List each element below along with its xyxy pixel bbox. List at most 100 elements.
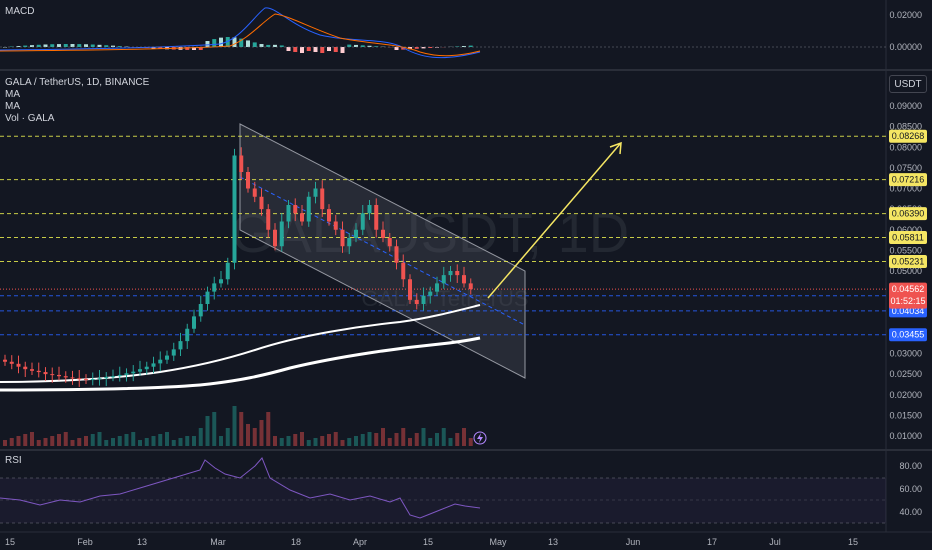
- candle-body[interactable]: [286, 205, 291, 222]
- level-badge[interactable]: [889, 254, 927, 268]
- candle-body[interactable]: [273, 229, 277, 247]
- candle-body[interactable]: [374, 205, 379, 230]
- candle-body[interactable]: [455, 271, 460, 276]
- candle-body[interactable]: [468, 283, 473, 290]
- candle-body[interactable]: [185, 328, 190, 342]
- candle-body[interactable]: [462, 275, 466, 284]
- candle-body[interactable]: [23, 366, 28, 370]
- macd-histogram-bar: [279, 45, 284, 47]
- candle-body[interactable]: [30, 369, 34, 371]
- candle-body[interactable]: [36, 370, 41, 373]
- candle-body[interactable]: [158, 359, 163, 364]
- level-badge[interactable]: [889, 173, 927, 187]
- candle-body[interactable]: [171, 349, 176, 356]
- candle-body[interactable]: [232, 155, 237, 263]
- projection-arrow-line[interactable]: [487, 143, 621, 299]
- legend-ma-2[interactable]: MA: [5, 101, 20, 112]
- candle-body[interactable]: [381, 229, 385, 238]
- candle-body[interactable]: [421, 295, 426, 304]
- candle-body[interactable]: [306, 196, 311, 222]
- candle-body[interactable]: [239, 155, 244, 173]
- macd-line[interactable]: [0, 7, 481, 59]
- candle-body[interactable]: [448, 271, 453, 276]
- candle-body[interactable]: [333, 221, 338, 230]
- candle-body[interactable]: [414, 299, 419, 304]
- volume-bar: [448, 438, 453, 446]
- candle-body[interactable]: [124, 373, 129, 375]
- candle-body[interactable]: [165, 355, 169, 360]
- candle-body[interactable]: [205, 291, 210, 304]
- candle-body[interactable]: [428, 291, 433, 296]
- candle-body[interactable]: [219, 279, 223, 284]
- level-badge[interactable]: [889, 129, 927, 143]
- candle-body[interactable]: [138, 369, 142, 372]
- candle-body[interactable]: [387, 238, 392, 247]
- candle-body[interactable]: [225, 262, 230, 280]
- candle-body[interactable]: [192, 316, 196, 329]
- candle-body[interactable]: [178, 341, 183, 350]
- candle-body[interactable]: [198, 304, 203, 317]
- candle-body[interactable]: [57, 374, 61, 377]
- candle-body[interactable]: [70, 377, 75, 379]
- candle-body[interactable]: [327, 209, 331, 222]
- candle-body[interactable]: [313, 188, 318, 197]
- level-badge[interactable]: [889, 231, 927, 245]
- events-lightning-icon[interactable]: [473, 431, 487, 445]
- volume-bar: [381, 428, 385, 446]
- macd-histogram-bar: [259, 44, 264, 47]
- macd-pane-title: MACD: [5, 6, 35, 17]
- candle-body[interactable]: [266, 209, 271, 230]
- candle-body[interactable]: [104, 377, 109, 379]
- macd-histogram-bar: [97, 44, 102, 47]
- candle-body[interactable]: [90, 379, 95, 381]
- level-badge[interactable]: [889, 207, 927, 221]
- candle-body[interactable]: [97, 378, 102, 380]
- candle-body[interactable]: [131, 371, 136, 374]
- candle-body[interactable]: [293, 205, 298, 214]
- candle-body[interactable]: [50, 374, 55, 376]
- candle-body[interactable]: [347, 238, 352, 247]
- candle-body[interactable]: [401, 262, 406, 280]
- legend-volume[interactable]: Vol · GALA: [5, 113, 55, 124]
- candle-body[interactable]: [354, 229, 358, 238]
- candle-body[interactable]: [16, 363, 21, 367]
- volume-bar: [232, 406, 237, 446]
- legend-ma-1[interactable]: MA: [5, 89, 20, 100]
- candle-body[interactable]: [111, 376, 115, 378]
- currency-button[interactable]: USDT: [889, 75, 927, 93]
- candle-body[interactable]: [259, 196, 264, 210]
- level-badge[interactable]: [889, 328, 927, 342]
- candle-body[interactable]: [360, 213, 365, 230]
- candle-body[interactable]: [394, 246, 399, 263]
- current-price-badge[interactable]: [889, 282, 927, 309]
- candle-body[interactable]: [9, 361, 14, 364]
- candle-body[interactable]: [320, 188, 325, 210]
- time-tick-label: 13: [137, 537, 147, 547]
- candle-body[interactable]: [144, 366, 149, 370]
- candle-body[interactable]: [279, 221, 284, 247]
- candle-body[interactable]: [212, 283, 217, 292]
- candle-body[interactable]: [441, 275, 446, 284]
- candle-body[interactable]: [435, 283, 439, 292]
- candle-body[interactable]: [408, 279, 412, 300]
- candle-body[interactable]: [300, 213, 304, 222]
- candle-body[interactable]: [77, 378, 82, 380]
- candle-body[interactable]: [252, 188, 257, 197]
- channel-midline[interactable]: [239, 176, 526, 326]
- candle-body[interactable]: [340, 229, 345, 247]
- candle-body[interactable]: [246, 172, 250, 189]
- descending-channel[interactable]: [239, 123, 526, 379]
- macd-tick-label: 0.02000: [889, 10, 922, 20]
- legend-symbol[interactable]: GALA / TetherUS, 1D, BINANCE: [5, 77, 150, 88]
- candle-body[interactable]: [367, 205, 372, 214]
- candle-body[interactable]: [63, 376, 68, 378]
- candle-body[interactable]: [151, 363, 156, 367]
- candle-body[interactable]: [43, 372, 48, 375]
- candle-body[interactable]: [84, 379, 88, 381]
- rsi-line[interactable]: [0, 457, 481, 519]
- candle-body[interactable]: [3, 359, 7, 362]
- macd-signal-line[interactable]: [0, 13, 481, 57]
- ma-slow-line[interactable]: [0, 336, 481, 392]
- candle-body[interactable]: [117, 374, 122, 377]
